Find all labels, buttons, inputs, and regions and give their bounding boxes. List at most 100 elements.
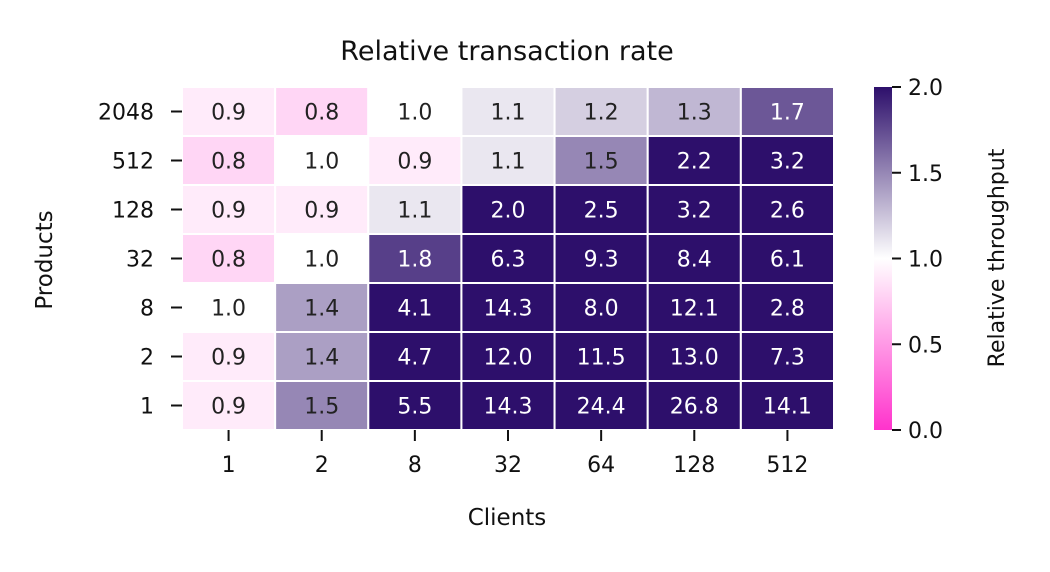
heatmap-cell — [646, 184, 742, 235]
heatmap-cell — [739, 184, 835, 235]
heatmap-cells — [181, 86, 835, 431]
heatmap-cell — [367, 282, 463, 333]
heatmap-cell-label: 3.2 — [677, 199, 712, 224]
heatmap-cell-label: 1.7 — [770, 101, 805, 126]
heatmap-cell-label: 0.9 — [304, 199, 339, 224]
heatmap-cell-label: 1.5 — [304, 395, 339, 420]
y-tick-label: 128 — [112, 199, 154, 224]
heatmap-cell-label: 2.0 — [491, 199, 526, 224]
x-tick-label: 1 — [222, 453, 236, 478]
y-axis-ticks: 2048 512 128 32 8 2 1 — [98, 101, 182, 420]
x-axis-label: Clients — [468, 505, 547, 531]
colorbar-label: Relative throughput — [985, 148, 1010, 367]
heatmap-cell-label: 4.7 — [397, 346, 432, 371]
heatmap-cell-label: 1.0 — [397, 101, 432, 126]
heatmap-cell-label: 1.4 — [304, 346, 339, 371]
heatmap-cell-label: 7.3 — [770, 346, 805, 371]
colorbar-tick-label: 2.0 — [908, 76, 943, 101]
heatmap-cell-label: 2.6 — [770, 199, 805, 224]
heatmap-cell-label: 12.0 — [484, 346, 533, 371]
heatmap-cell-label: 5.5 — [397, 395, 432, 420]
colorbar-tick-label: 1.5 — [908, 162, 943, 187]
heatmap-cell-label: 26.8 — [670, 395, 719, 420]
heatmap-cell-label: 0.8 — [211, 248, 246, 273]
heatmap-cell-label: 1.4 — [304, 297, 339, 322]
heatmap-cell — [274, 86, 370, 137]
heatmap-cell — [739, 331, 835, 382]
x-tick-label: 32 — [494, 453, 522, 478]
heatmap-cell-label: 0.8 — [304, 101, 339, 126]
x-tick-label: 2 — [315, 453, 329, 478]
heatmap-cell-label: 1.1 — [397, 199, 432, 224]
heatmap-cell-label: 9.3 — [584, 248, 619, 273]
heatmap-cell-label: 0.9 — [211, 101, 246, 126]
heatmap-cell — [181, 282, 277, 333]
heatmap-cell-label: 3.2 — [770, 150, 805, 175]
heatmap-cell-label: 1.0 — [211, 297, 246, 322]
heatmap-cell — [274, 184, 370, 235]
heatmap-cell — [646, 233, 742, 284]
heatmap-cell-label: 1.0 — [304, 150, 339, 175]
colorbar-tick-label: 0.5 — [908, 333, 943, 358]
y-axis-label: Products — [32, 210, 58, 309]
x-tick-label: 64 — [587, 453, 615, 478]
heatmap-cell — [739, 135, 835, 186]
heatmap-cell-label: 2.5 — [584, 199, 619, 224]
heatmap-cell-labels: 0.9 0.8 1.0 1.1 1.2 1.3 1.7 0.8 1.0 0.9 1.1 1.5 2.2 3… — [211, 101, 812, 420]
heatmap-cell-label: 0.9 — [211, 395, 246, 420]
heatmap-cell-label: 14.3 — [484, 395, 533, 420]
heatmap-cell-label: 13.0 — [670, 346, 719, 371]
heatmap-cell-label: 0.9 — [211, 346, 246, 371]
heatmap-cell — [181, 233, 277, 284]
heatmap-cell-label: 0.9 — [397, 150, 432, 175]
y-tick-label: 512 — [112, 150, 154, 175]
heatmap-cell — [367, 184, 463, 235]
y-tick-label: 2 — [140, 346, 154, 371]
heatmap-cell-label: 8.0 — [584, 297, 619, 322]
heatmap-cell-label: 1.5 — [584, 150, 619, 175]
x-axis-ticks: 1 2 8 32 64 128 512 — [222, 430, 808, 478]
heatmap-cell — [181, 331, 277, 382]
heatmap-cell — [739, 380, 835, 431]
heatmap-cell — [553, 135, 649, 186]
x-tick-label: 8 — [408, 453, 422, 478]
heatmap-cell-label: 14.1 — [763, 395, 812, 420]
heatmap-cell — [274, 233, 370, 284]
colorbar — [874, 87, 892, 430]
y-tick-label: 1 — [140, 395, 154, 420]
heatmap-cell-label: 1.8 — [397, 248, 432, 273]
heatmap-cell-label: 1.3 — [677, 101, 712, 126]
heatmap-cell-label: 6.1 — [770, 248, 805, 273]
colorbar-ticks: 0.0 0.5 1.0 1.5 2.0 — [892, 76, 943, 444]
heatmap-cell-label: 2.8 — [770, 297, 805, 322]
heatmap-cell-label: 24.4 — [577, 395, 626, 420]
chart-title: Relative transaction rate — [340, 36, 673, 67]
heatmap-cell-label: 14.3 — [484, 297, 533, 322]
heatmap-cell-label: 8.4 — [677, 248, 712, 273]
heatmap-cell — [367, 135, 463, 186]
colorbar-tick-label: 0.0 — [908, 419, 943, 444]
heatmap-cell — [553, 380, 649, 431]
x-tick-label: 128 — [673, 453, 715, 478]
y-tick-label: 8 — [140, 297, 154, 322]
heatmap-cell — [553, 184, 649, 235]
heatmap-cell-label: 12.1 — [670, 297, 719, 322]
heatmap-cell-label: 0.8 — [211, 150, 246, 175]
heatmap-cell-label: 2.2 — [677, 150, 712, 175]
colorbar-tick-label: 1.0 — [908, 248, 943, 273]
heatmap-cell-label: 11.5 — [577, 346, 626, 371]
heatmap-cell-label: 0.9 — [211, 199, 246, 224]
x-tick-label: 512 — [766, 453, 808, 478]
heatmap-cell — [646, 86, 742, 137]
heatmap-cell-label: 1.0 — [304, 248, 339, 273]
y-tick-label: 32 — [126, 248, 154, 273]
heatmap-cell-label: 4.1 — [397, 297, 432, 322]
heatmap-cell-label: 1.1 — [491, 150, 526, 175]
heatmap-cell-label: 6.3 — [491, 248, 526, 273]
heatmap-cell — [367, 380, 463, 431]
y-tick-label: 2048 — [98, 101, 154, 126]
heatmap-cell-label: 1.2 — [584, 101, 619, 126]
heatmap-cell — [646, 380, 742, 431]
